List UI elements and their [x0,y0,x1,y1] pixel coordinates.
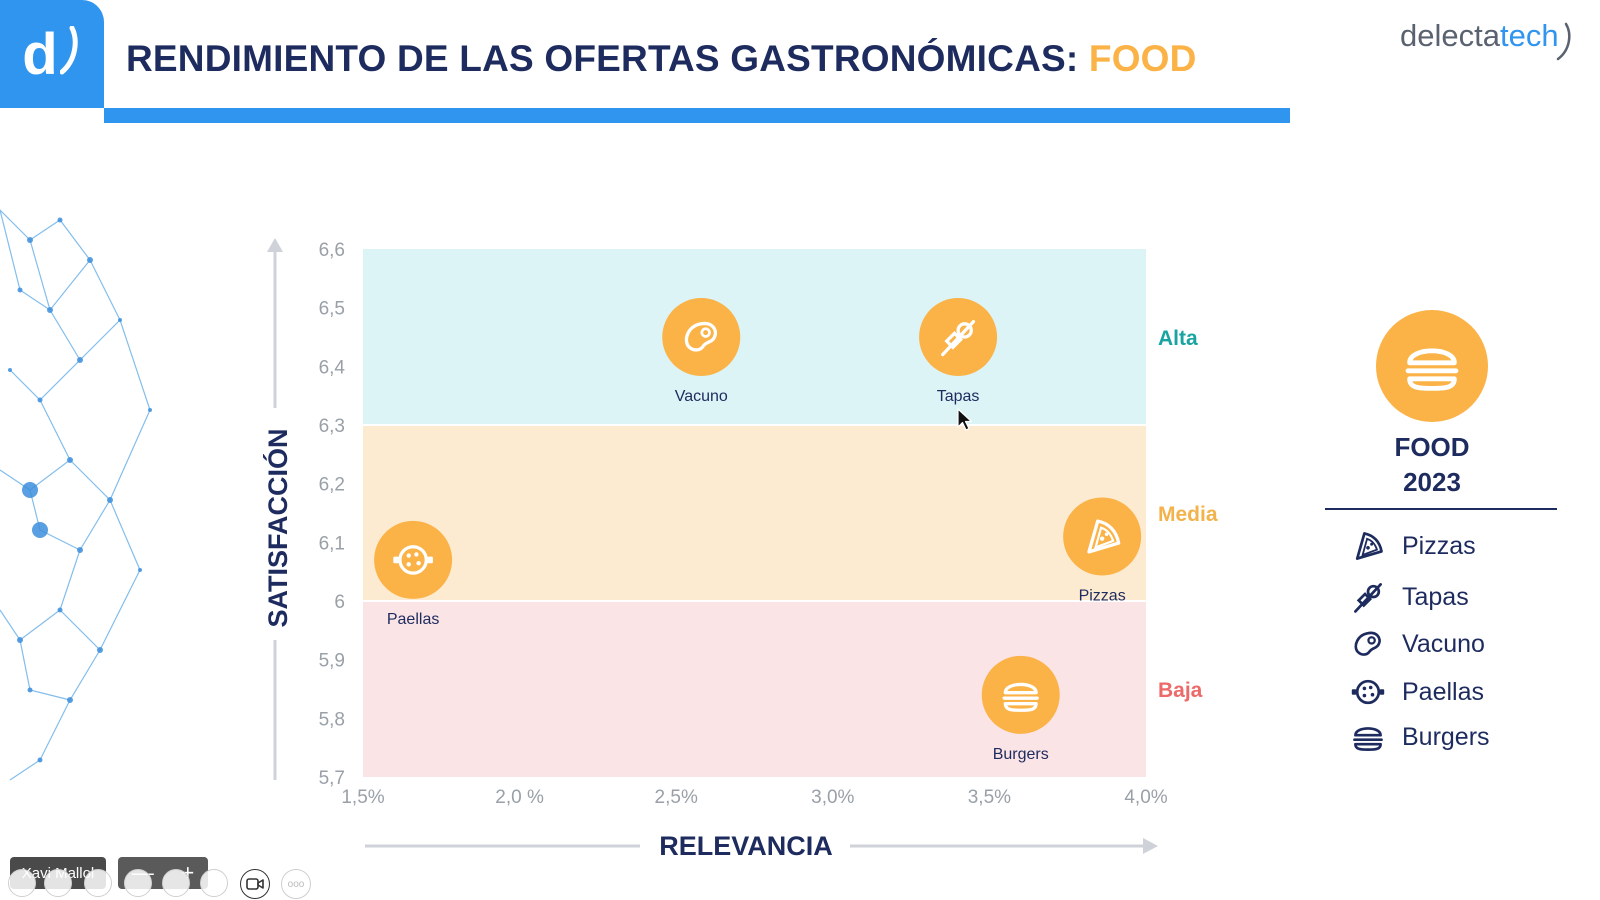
band-media [363,425,1146,601]
legend-item-label: Burgers [1402,722,1490,751]
legend-item-burgers: Burgers [1350,719,1490,755]
toolbar-button[interactable] [84,869,112,897]
logo-letter: d [22,21,58,87]
y-axis-arrow-icon [267,238,283,252]
burger-icon [1350,719,1386,755]
x-tick-label: 3,5% [968,787,1011,808]
y-tick-label: 5,7 [319,768,345,789]
company-logo: d [0,0,104,108]
legend-divider [1325,508,1557,510]
legend-item-label: Paellas [1402,677,1484,706]
steak-icon [1350,626,1386,662]
more-options-button[interactable]: ooo [281,869,311,899]
data-label-tapas: Tapas [937,388,980,405]
title-underline [104,108,1290,123]
skewer-icon [1350,579,1386,615]
x-axis-arrow-icon [1143,838,1158,854]
legend-item-tapas: Tapas [1350,579,1469,615]
data-point-burgers [981,655,1060,734]
data-label-pizzas: Pizzas [1079,587,1126,604]
y-tick-label: 5,8 [319,709,345,730]
legend-item-label: Pizzas [1402,531,1476,560]
x-tick-label: 3,0% [811,787,854,808]
x-tick-label: 4,0% [1124,787,1167,808]
y-tick-label: 6,6 [319,240,345,261]
paella-icon [1350,674,1386,710]
data-label-burgers: Burgers [993,746,1049,763]
data-point-vacuno [662,298,741,376]
x-tick-label: 2,0 % [495,787,544,808]
brand-swoosh-icon [1556,22,1571,61]
y-tick-label: 6,1 [319,533,345,554]
legend-burger-badge [1376,310,1488,422]
toolbar-button[interactable] [124,869,152,897]
network-decoration [0,209,152,781]
toolbar-button[interactable] [200,869,228,897]
legend-item-label: Vacuno [1402,629,1485,658]
band-label-baja: Baja [1158,679,1203,702]
page-title: RENDIMIENTO DE LAS OFERTAS GASTRONÓMICAS… [126,38,1197,80]
legend-item-pizzas: Pizzas [1350,528,1476,564]
data-label-paellas: Paellas [387,611,439,628]
video-camera-icon [246,878,264,890]
data-label-vacuno: Vacuno [675,388,728,405]
y-tick-label: 6,2 [319,475,345,496]
logo-swoosh-icon [59,26,78,75]
y-axis-label: SATISFACCIÓN [262,428,293,627]
pizza-icon [1350,528,1386,564]
y-tick-label: 6,5 [319,299,345,320]
y-tick-label: 6,3 [319,416,345,437]
band-label-alta: Alta [1158,327,1198,350]
brand-logo: delectatech [1400,18,1559,54]
legend-title: FOOD 2023 [1322,430,1542,500]
toolbar-button[interactable] [8,869,36,897]
legend-title-line1: FOOD [1394,432,1470,462]
legend-item-paellas: Paellas [1350,674,1484,710]
band-alta [363,249,1146,425]
y-tick-label: 5,9 [319,651,345,672]
band-label-media: Media [1158,503,1218,526]
toolbar-button[interactable] [162,869,190,897]
legend-item-label: Tapas [1402,582,1469,611]
x-tick-label: 2,5% [655,787,698,808]
x-tick-label: 1,5% [341,787,384,808]
brand-logo-left: delecta [1400,18,1500,53]
page-title-main: RENDIMIENTO DE LAS OFERTAS GASTRONÓMICAS… [126,38,1089,79]
x-axis-label: RELEVANCIA [659,831,833,861]
mouse-cursor-icon [957,408,973,431]
brand-logo-right: tech [1499,18,1559,53]
camera-button[interactable] [240,869,270,899]
data-point-paellas [374,520,453,599]
page-title-accent: FOOD [1088,38,1197,79]
legend-item-vacuno: Vacuno [1350,626,1485,662]
toolbar-button[interactable] [44,869,72,897]
legend-title-line2: 2023 [1403,467,1461,497]
y-tick-label: 6,4 [319,357,346,378]
y-tick-label: 6 [334,592,345,613]
